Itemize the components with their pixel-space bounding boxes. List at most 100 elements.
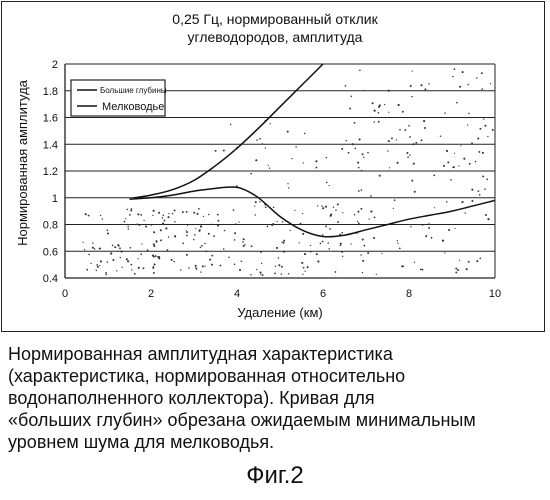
noise-dot [478,151,480,153]
noise-dot [442,240,444,242]
noise-dot [404,129,406,131]
y-tick-label: 0.8 [43,220,58,232]
noise-dot [302,213,303,214]
noise-dot [195,228,196,229]
noise-dot [414,262,415,263]
noise-dot [193,239,195,241]
noise-dot [290,230,291,231]
noise-dot [234,263,236,265]
noise-dot [408,125,410,127]
noise-dot [255,159,257,161]
noise-dot [363,156,364,157]
noise-dot [188,267,190,269]
noise-dot [254,206,255,207]
noise-dot [96,264,98,266]
noise-dot [364,245,366,247]
noise-dot [94,248,96,250]
noise-dot [370,210,372,212]
noise-dot [147,249,149,251]
noise-dot [137,213,139,215]
noise-dot [162,223,164,225]
noise-dot [458,165,459,166]
noise-dot [130,264,132,266]
noise-dot [278,264,280,266]
noise-dot [406,152,408,154]
noise-dot [187,225,188,226]
noise-dot [301,262,303,264]
noise-dot [208,214,210,216]
noise-dot [465,212,466,213]
figure-label: Фиг.2 [0,462,550,490]
noise-dot [329,185,330,186]
noise-dot [391,137,393,139]
noise-dot [186,254,188,256]
noise-dot [250,173,252,175]
noise-dot [476,260,478,262]
noise-dot [154,263,156,265]
noise-dot [440,135,441,136]
noise-dot [250,274,252,276]
noise-dot [160,239,162,241]
noise-dot [241,260,243,262]
noise-dot [372,102,374,104]
noise-dot [92,247,94,249]
noise-dot [156,240,158,242]
noise-dot [394,199,396,201]
noise-dot [107,229,109,231]
noise-dot [481,72,483,74]
noise-dot [294,210,295,211]
noise-dot [299,242,300,243]
noise-dot [163,220,165,222]
noise-dot [114,246,116,248]
noise-dot [120,257,121,258]
noise-dot [152,215,153,216]
noise-dot [469,163,471,165]
noise-dot [162,217,163,218]
noise-dot [143,220,144,221]
noise-dot [122,267,123,268]
noise-dot [341,232,343,234]
noise-dot [107,232,109,234]
noise-dot [186,211,188,213]
noise-dot [235,223,236,224]
noise-dot [428,227,430,229]
y-tick-label: 1 [52,193,58,205]
noise-dot [346,140,348,142]
noise-dot [126,258,128,260]
noise-dot [273,207,275,209]
y-tick-label: 1.8 [43,86,58,98]
noise-dot [413,163,415,165]
noise-dot [259,201,260,202]
noise-dot [186,235,188,237]
noise-dot [446,201,448,203]
noise-dot [287,131,289,133]
noise-dot [492,129,494,131]
y-tick-label: 1.4 [43,139,58,151]
noise-dot [186,230,187,231]
noise-dot [88,254,90,256]
noise-dot [370,195,372,197]
noise-dot [112,245,114,247]
noise-dot [160,229,162,231]
noise-dot [211,255,213,257]
noise-dot [479,194,481,196]
noise-dot [202,265,204,267]
noise-dot [333,207,334,208]
noise-dot [208,233,210,235]
noise-dot [84,249,85,250]
noise-dot [322,241,324,243]
noise-dot [444,112,446,114]
noise-dot [102,218,103,219]
y-axis-label: Нормированная амплитуда [15,79,30,246]
noise-dot [462,71,464,73]
noise-dot [317,205,318,206]
noise-dot [328,248,330,250]
noise-dot [326,157,327,158]
noise-dot [444,252,445,253]
noise-dot [407,156,409,158]
noise-dot [335,209,336,210]
noise-dot [403,266,404,267]
noise-dot [481,88,483,90]
noise-dot [428,223,430,225]
noise-dot [475,161,476,162]
